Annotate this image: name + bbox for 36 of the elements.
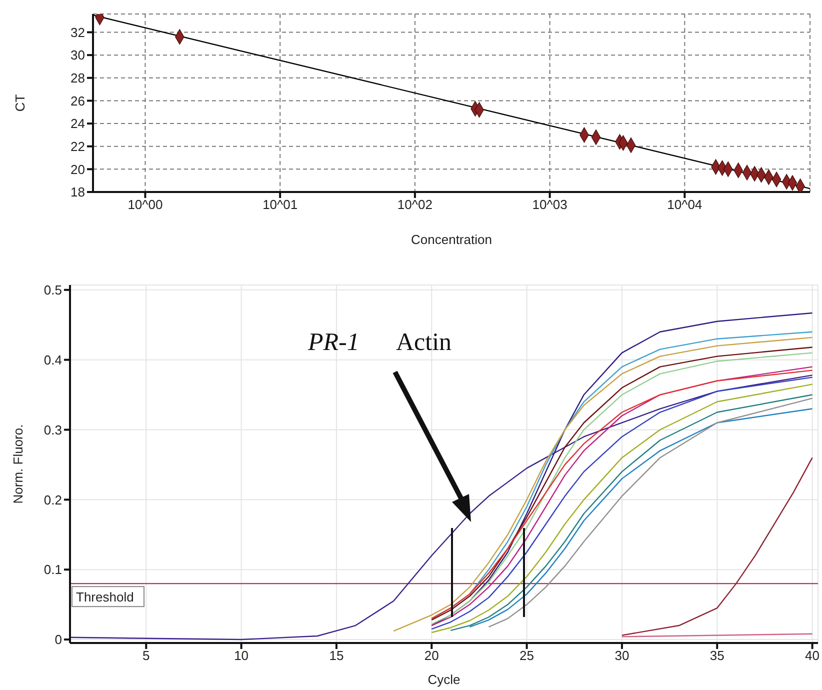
x-tick-label: 10^00 xyxy=(128,197,163,212)
y-tick-label: 22 xyxy=(70,138,85,154)
annotation: PR-1 xyxy=(307,329,360,356)
x-tick-label: 40 xyxy=(805,648,820,664)
y-tick-label: 30 xyxy=(70,48,85,63)
ref-line-label: Threshold xyxy=(76,590,134,605)
x-tick-label: 15 xyxy=(329,648,344,664)
line-series xyxy=(621,457,813,636)
line-series xyxy=(70,374,813,640)
y-tick-label: 0.5 xyxy=(44,282,62,298)
y-tick-label: 20 xyxy=(70,162,85,177)
y-tick-label: 0 xyxy=(54,632,62,648)
x-tick-label: 20 xyxy=(424,648,439,664)
y-tick-label: 0.4 xyxy=(44,352,62,368)
y-tick-label: 32 xyxy=(70,24,85,40)
x-tick-label: 10 xyxy=(234,648,249,664)
y-tick-label: 0.2 xyxy=(44,492,62,508)
x-tick-label: 30 xyxy=(614,648,630,664)
y-tick-label: 24 xyxy=(70,116,85,132)
x-tick-label: 10^01 xyxy=(262,197,298,212)
y-tick-label: 28 xyxy=(70,70,85,86)
x-tick-label: 10^02 xyxy=(397,197,432,212)
annotation: Actin xyxy=(396,329,452,356)
x-tick-label: 10^03 xyxy=(532,197,568,212)
y-tick-label: 0.3 xyxy=(44,422,62,438)
x-tick-label: 10^04 xyxy=(667,197,702,212)
x-tick-label: 25 xyxy=(520,648,534,664)
x-tick-label: 35 xyxy=(710,648,724,664)
y-tick-label: 26 xyxy=(70,93,85,108)
y-tick-label: 0.1 xyxy=(44,562,62,578)
x-axis-title: Concentration xyxy=(411,232,492,247)
y-axis-title: Norm. Fluoro. xyxy=(10,424,26,504)
y-tick-label: 18 xyxy=(70,184,85,200)
x-axis-title: Cycle xyxy=(428,672,460,687)
x-tick-label: 5 xyxy=(142,648,150,664)
y-axis-title: CT xyxy=(12,94,28,112)
